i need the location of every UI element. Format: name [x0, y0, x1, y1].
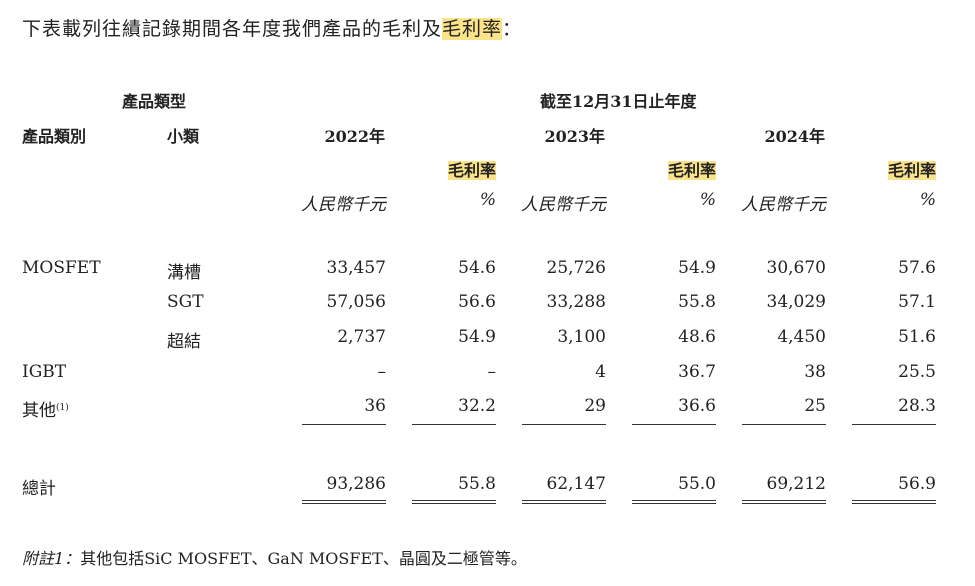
intro-highlight: 毛利率 — [442, 18, 503, 40]
row-category: IGBT — [22, 362, 67, 382]
table-cell: 55.8 — [678, 292, 716, 312]
total-cell: 55.8 — [458, 474, 496, 494]
total-double-line-3 — [522, 500, 606, 504]
table-cell: 30,670 — [766, 258, 826, 278]
table-cell: 54.6 — [458, 258, 496, 278]
header-year-2024: 2024年 — [764, 127, 825, 146]
total-double-line-1 — [302, 500, 386, 504]
footnote-text: 其他包括SiC MOSFET、GaN MOSFET、晶圓及二極管等。 — [80, 549, 527, 568]
table-cell: 38 — [804, 362, 826, 382]
table-cell: 25.5 — [898, 362, 936, 382]
table-cell: – — [487, 362, 497, 382]
table-cell: 29 — [584, 396, 606, 416]
total-cell: 69,212 — [766, 474, 826, 494]
unit-pct-2022: % — [479, 190, 496, 210]
header-product-type: 產品類型 — [122, 92, 187, 111]
row-category: MOSFET — [22, 258, 101, 278]
table-cell: 3,100 — [557, 327, 606, 347]
row-subcategory: 超結 — [167, 332, 201, 352]
table-cell: 33,457 — [326, 258, 386, 278]
subtotal-line-6 — [852, 424, 936, 425]
table-cell: 36.6 — [678, 396, 716, 416]
table-cell: 57.6 — [898, 258, 936, 278]
total-cell: 56.9 — [898, 474, 936, 494]
table-cell: 57.1 — [898, 292, 936, 312]
total-double-line-2 — [412, 500, 496, 504]
table-cell: 54.9 — [678, 258, 716, 278]
subtotal-line-3 — [522, 424, 606, 425]
unit-rmb-2023: 人民幣千元 — [521, 195, 606, 215]
footnote: 附註1：其他包括SiC MOSFET、GaN MOSFET、晶圓及二極管等。 — [22, 545, 527, 569]
table-cell: 25,726 — [546, 258, 606, 278]
header-period: 截至12月31日止年度 — [540, 92, 697, 111]
header-margin-2023: 毛利率 — [667, 161, 716, 180]
table-cell: 4 — [595, 362, 606, 382]
header-year-2023: 2023年 — [544, 127, 605, 146]
header-category: 產品類別 — [22, 127, 87, 146]
table-cell: 32.2 — [458, 396, 496, 416]
footnote-label: 附註1： — [22, 549, 81, 568]
header-year-2022: 2022年 — [324, 127, 385, 146]
table-cell: 28.3 — [898, 396, 936, 416]
table-cell: 54.9 — [458, 327, 496, 347]
table-cell: 4,450 — [777, 327, 826, 347]
intro-main: 下表載列往績記錄期間各年度我們產品的毛利及 — [22, 18, 443, 40]
table-cell: 25 — [804, 396, 826, 416]
header-margin-2024: 毛利率 — [887, 161, 936, 180]
unit-rmb-2022: 人民幣千元 — [301, 195, 386, 215]
table-cell: 56.6 — [458, 292, 496, 312]
table-cell: 33,288 — [546, 292, 606, 312]
unit-pct-2024: % — [919, 190, 936, 210]
footnote-marker: (1) — [56, 403, 69, 413]
intro-end: ： — [502, 18, 523, 40]
header-margin-2022: 毛利率 — [447, 161, 496, 180]
header-subcategory: 小類 — [167, 127, 200, 146]
total-cell: 93,286 — [326, 474, 386, 494]
subtotal-line-1 — [302, 424, 386, 425]
total-cell: 62,147 — [546, 474, 606, 494]
intro-text: 下表載列往績記錄期間各年度我們產品的毛利及毛利率： — [22, 14, 522, 41]
subtotal-line-2 — [412, 424, 496, 425]
total-label: 總計 — [22, 479, 56, 499]
total-double-line-6 — [852, 500, 936, 504]
table-cell: 57,056 — [326, 292, 386, 312]
total-double-line-4 — [632, 500, 716, 504]
table-cell: 51.6 — [898, 327, 936, 347]
total-double-line-5 — [742, 500, 826, 504]
table-cell: 34,029 — [766, 292, 826, 312]
row-subcategory: SGT — [167, 292, 204, 312]
row-category: 其他(1) — [22, 401, 69, 421]
unit-pct-2023: % — [699, 190, 716, 210]
unit-rmb-2024: 人民幣千元 — [741, 195, 826, 215]
row-subcategory: 溝槽 — [167, 263, 201, 283]
table-cell: – — [377, 362, 387, 382]
subtotal-line-4 — [632, 424, 716, 425]
table-cell: 36 — [364, 396, 386, 416]
table-cell: 2,737 — [337, 327, 386, 347]
subtotal-line-5 — [742, 424, 826, 425]
total-cell: 55.0 — [678, 474, 716, 494]
table-cell: 36.7 — [678, 362, 716, 382]
table-cell: 48.6 — [678, 327, 716, 347]
